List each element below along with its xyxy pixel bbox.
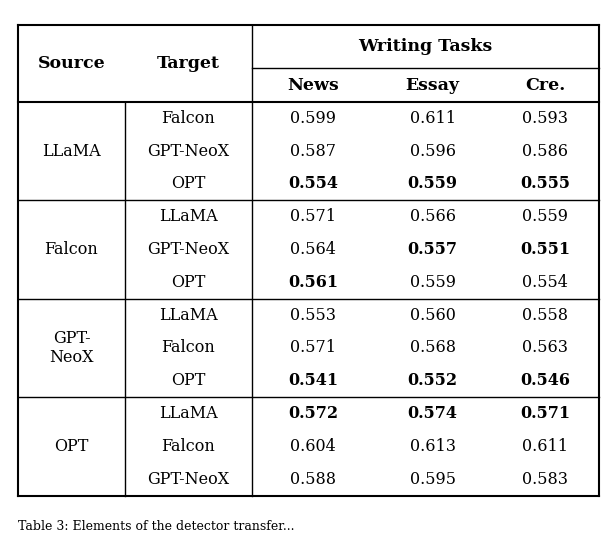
Text: OPT: OPT: [171, 372, 206, 389]
Text: OPT: OPT: [54, 438, 89, 455]
Text: Falcon: Falcon: [44, 241, 98, 258]
Text: 0.551: 0.551: [520, 241, 570, 258]
Text: 0.560: 0.560: [410, 307, 455, 324]
Text: 0.546: 0.546: [520, 372, 570, 389]
Text: 0.599: 0.599: [290, 110, 336, 127]
Text: LLaMA: LLaMA: [159, 307, 218, 324]
Text: Source: Source: [38, 55, 105, 72]
Text: 0.561: 0.561: [288, 274, 338, 291]
Text: 0.557: 0.557: [407, 241, 458, 258]
Text: GPT-NeoX: GPT-NeoX: [147, 471, 230, 488]
Text: 0.571: 0.571: [290, 208, 336, 225]
Text: 0.588: 0.588: [290, 471, 336, 488]
Text: 0.586: 0.586: [522, 143, 568, 160]
Text: OPT: OPT: [171, 175, 206, 193]
Text: 0.559: 0.559: [522, 208, 568, 225]
Text: Falcon: Falcon: [162, 339, 215, 357]
Text: 0.611: 0.611: [410, 110, 455, 127]
Text: 0.568: 0.568: [410, 339, 455, 357]
Text: Cre.: Cre.: [525, 77, 565, 94]
Text: Falcon: Falcon: [162, 110, 215, 127]
Text: 0.559: 0.559: [410, 274, 455, 291]
Text: 0.553: 0.553: [290, 307, 336, 324]
Text: 0.554: 0.554: [522, 274, 568, 291]
Text: 0.593: 0.593: [522, 110, 568, 127]
Text: GPT-NeoX: GPT-NeoX: [147, 143, 230, 160]
Text: LLaMA: LLaMA: [159, 208, 218, 225]
Text: GPT-NeoX: GPT-NeoX: [147, 241, 230, 258]
Text: 0.541: 0.541: [288, 372, 338, 389]
Text: 0.554: 0.554: [288, 175, 338, 193]
Text: 0.611: 0.611: [522, 438, 568, 455]
Text: 0.574: 0.574: [407, 405, 458, 422]
Text: 0.613: 0.613: [410, 438, 455, 455]
Text: GPT-
NeoX: GPT- NeoX: [49, 330, 94, 366]
Text: Falcon: Falcon: [162, 438, 215, 455]
Text: 0.566: 0.566: [410, 208, 455, 225]
Text: 0.596: 0.596: [410, 143, 455, 160]
Text: 0.595: 0.595: [410, 471, 455, 488]
Text: Essay: Essay: [406, 77, 460, 94]
Text: LLaMA: LLaMA: [159, 405, 218, 422]
Text: 0.604: 0.604: [290, 438, 336, 455]
Text: 0.564: 0.564: [290, 241, 336, 258]
Text: 0.552: 0.552: [407, 372, 458, 389]
Text: 0.571: 0.571: [520, 405, 570, 422]
Text: Writing Tasks: Writing Tasks: [359, 38, 492, 55]
Text: Target: Target: [157, 55, 220, 72]
Text: LLaMA: LLaMA: [42, 143, 101, 160]
Text: 0.563: 0.563: [522, 339, 568, 357]
Text: 0.572: 0.572: [288, 405, 338, 422]
Text: 0.559: 0.559: [407, 175, 458, 193]
Text: Table 3: Elements of the detector transfer...: Table 3: Elements of the detector transf…: [18, 520, 295, 533]
Text: 0.583: 0.583: [522, 471, 568, 488]
Text: News: News: [287, 77, 339, 94]
Text: 0.587: 0.587: [290, 143, 336, 160]
Text: 0.558: 0.558: [522, 307, 568, 324]
Text: 0.571: 0.571: [290, 339, 336, 357]
Text: OPT: OPT: [171, 274, 206, 291]
Text: 0.555: 0.555: [520, 175, 570, 193]
